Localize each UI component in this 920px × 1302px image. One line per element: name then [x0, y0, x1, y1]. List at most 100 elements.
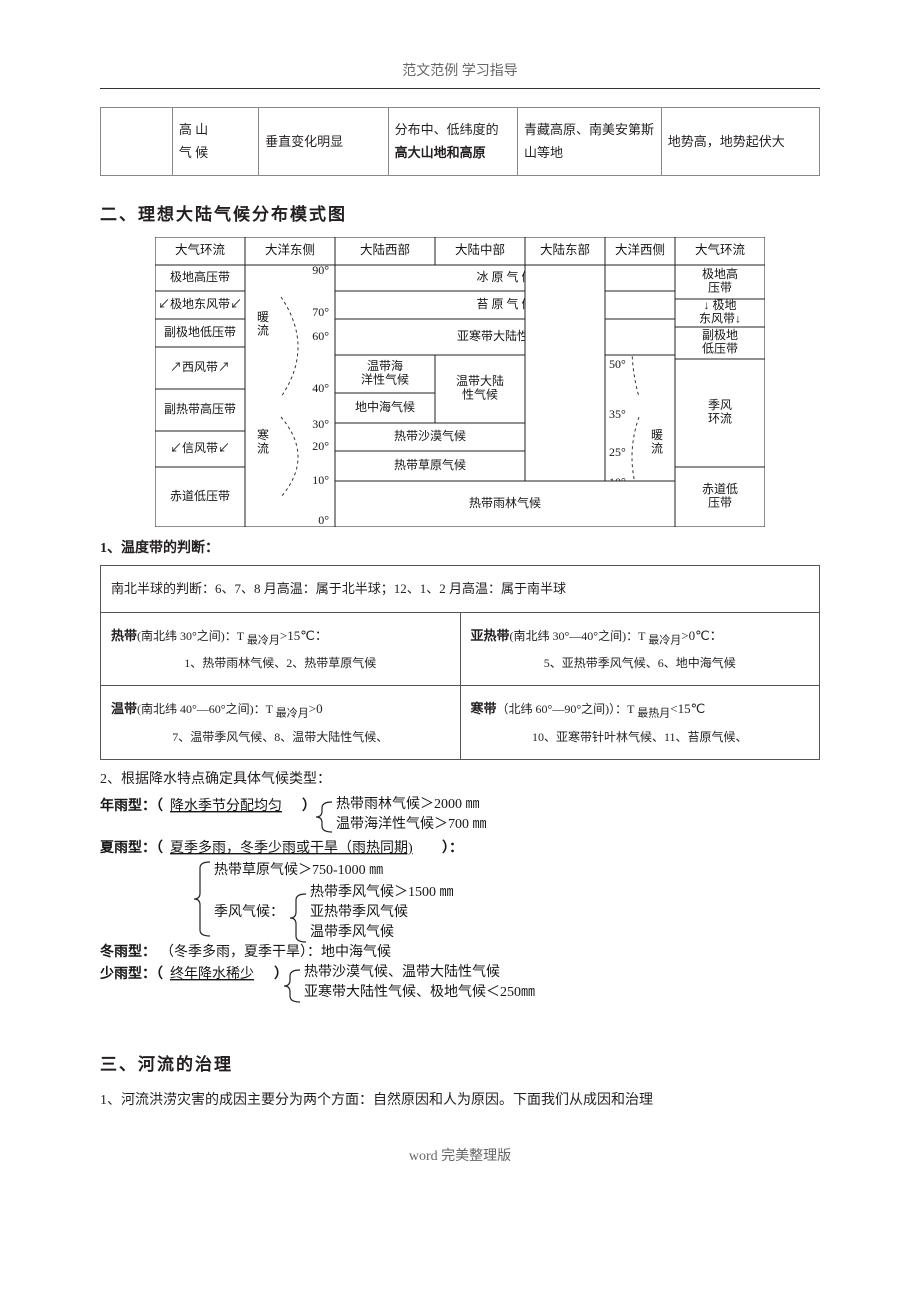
- svg-text:夏雨型：（: 夏雨型：（: [100, 839, 163, 856]
- svg-text:50°: 50°: [609, 357, 626, 371]
- hemisphere-row: 南北半球的判断：6、7、8 月高温：属于北半球；12、1、2 月高温：属于南半球: [101, 565, 820, 612]
- svg-text:副极地: 副极地: [702, 328, 738, 342]
- tropical-cell: 热带(南北纬 30°之间)：T 最冷月>15℃： 1、热带雨林气候、2、热带草原…: [101, 612, 461, 686]
- zone-cond: (南北纬 30°之间)：T: [137, 629, 247, 643]
- zone-cond: (南北纬 40°—60°之间)：T: [137, 702, 276, 716]
- svg-text:热带草原气候＞750-1000 ㎜: 热带草原气候＞750-1000 ㎜: [214, 862, 383, 878]
- svg-text:热带沙漠气候: 热带沙漠气候: [394, 428, 466, 443]
- zone-name: 热带: [111, 628, 137, 643]
- cell-blank: [101, 108, 173, 176]
- svg-text:暖: 暖: [257, 310, 269, 324]
- svg-text:降水季节分配均匀: 降水季节分配均匀: [170, 798, 282, 814]
- zone-name: 寒带: [471, 701, 497, 716]
- svg-text:30°: 30°: [312, 417, 329, 431]
- table-row: 南北半球的判断：6、7、8 月高温：属于北半球；12、1、2 月高温：属于南半球: [101, 565, 820, 612]
- svg-text:20°: 20°: [312, 439, 329, 453]
- svg-text:35°: 35°: [609, 407, 626, 421]
- zone-list: 10、亚寒带针叶林气候、11、苔原气候、: [471, 725, 810, 749]
- svg-text:）：: ）：: [442, 840, 463, 856]
- svg-text:流: 流: [651, 441, 663, 455]
- zone-sub: 最冷月: [276, 708, 309, 720]
- svg-text:温带季风气候: 温带季风气候: [310, 924, 394, 940]
- svg-text:大气环流: 大气环流: [175, 242, 226, 257]
- svg-text:大洋西侧: 大洋西侧: [615, 242, 665, 257]
- svg-text:亚热带季风气候: 亚热带季风气候: [310, 904, 408, 920]
- svg-text:副热带高压带: 副热带高压带: [164, 401, 236, 416]
- svg-text:温带海洋性气候＞700 ㎜: 温带海洋性气候＞700 ㎜: [336, 816, 487, 832]
- svg-text:↗西风带↗: ↗西风带↗: [170, 360, 230, 374]
- climate-table: 高 山 气 候 垂直变化明显 分布中、低纬度的高大山地和高原 青藏高原、南美安第…: [100, 107, 820, 176]
- svg-text:压带: 压带: [708, 280, 732, 294]
- svg-text:70°: 70°: [312, 305, 329, 319]
- section3-p1: 1、河流洪涝灾害的成因主要分为两个方面：自然原因和人为原因。下面我们从成因和治理: [100, 1087, 820, 1115]
- climate-diagram: 大气环流大洋东侧大陆西部大陆中部大陆东部大洋西侧大气环流极地高压带↙极地东风带↙…: [155, 237, 765, 527]
- svg-text:副极地低压带: 副极地低压带: [164, 325, 236, 339]
- table-row: 温带(南北纬 40°—60°之间)：T 最冷月>0 7、温带季风气候、8、温带大…: [101, 686, 820, 760]
- temperate-cell: 温带(南北纬 40°—60°之间)：T 最冷月>0 7、温带季风气候、8、温带大…: [101, 686, 461, 760]
- zone-cond: （北纬 60°—90°之间)）：T: [497, 702, 638, 716]
- svg-text:大陆东部: 大陆东部: [540, 242, 590, 257]
- svg-text:赤道低: 赤道低: [702, 482, 738, 496]
- svg-text:）: ）: [302, 798, 316, 814]
- svg-text:流: 流: [257, 323, 269, 337]
- cell-distribution: 分布中、低纬度的高大山地和高原: [388, 108, 517, 176]
- svg-text:低压带: 低压带: [702, 341, 738, 355]
- cell-examples: 青藏高原、南美安第斯山等地: [517, 108, 661, 176]
- svg-text:季风气候：: 季风气候：: [214, 904, 284, 920]
- svg-text:↙极地东风带↙: ↙极地东风带↙: [158, 297, 242, 311]
- svg-text:0°: 0°: [318, 513, 329, 527]
- svg-text:性气候: 性气候: [462, 386, 498, 401]
- temp-zones-table: 南北半球的判断：6、7、8 月高温：属于北半球；12、1、2 月高温：属于南半球…: [100, 565, 820, 760]
- zone-tail: >15℃：: [280, 628, 328, 643]
- zone-sub: 最冷月: [247, 634, 280, 646]
- zone-name: 温带: [111, 701, 137, 716]
- svg-text:亚寒带大陆性气候、极地气候＜250㎜: 亚寒带大陆性气候、极地气候＜250㎜: [304, 983, 535, 1000]
- svg-text:终年降水稀少: 终年降水稀少: [170, 966, 254, 982]
- svg-text:寒: 寒: [257, 427, 269, 442]
- subtropical-cell: 亚热带(南北纬 30°—40°之间)：T 最冷月>0℃： 5、亚热带季风气候、6…: [460, 612, 820, 686]
- svg-text:夏季多雨，冬季少雨或干旱（雨热同期): 夏季多雨，冬季少雨或干旱（雨热同期): [170, 839, 413, 856]
- section2-title: 二、理想大陆气候分布模式图: [100, 200, 820, 225]
- svg-text:）: ）: [274, 966, 288, 982]
- svg-text:25°: 25°: [609, 445, 626, 459]
- svg-text:极地高压带: 极地高压带: [170, 269, 230, 284]
- zone-sub: 最冷月: [648, 634, 681, 646]
- svg-text:↓ 极地: ↓ 极地: [703, 298, 736, 312]
- svg-text:热带季风气候＞1500 ㎜: 热带季风气候＞1500 ㎜: [310, 884, 454, 900]
- svg-text:热带草原气候: 热带草原气候: [394, 457, 466, 472]
- svg-text:大陆西部: 大陆西部: [360, 242, 410, 257]
- svg-text:压带: 压带: [708, 495, 732, 509]
- zone-tail: >0℃：: [681, 628, 722, 643]
- svg-text:热带雨林气候＞2000 ㎜: 热带雨林气候＞2000 ㎜: [336, 796, 480, 812]
- svg-text:极地高: 极地高: [702, 266, 738, 281]
- zone-tail: <15℃: [670, 701, 705, 716]
- table-row: 高 山 气 候 垂直变化明显 分布中、低纬度的高大山地和高原 青藏高原、南美安第…: [101, 108, 820, 176]
- zone-sub: 最热月: [637, 708, 670, 720]
- svg-text:季风: 季风: [708, 398, 732, 412]
- zone-tail: >0: [309, 701, 323, 716]
- precip-block: 年雨型：（降水季节分配均匀）热带雨林气候＞2000 ㎜温带海洋性气候＞700 ㎜…: [100, 796, 820, 1032]
- sub2-label: 2、根据降水特点确定具体气候类型：: [100, 768, 820, 788]
- zone-list: 5、亚热带季风气候、6、地中海气候: [471, 651, 810, 675]
- svg-text:90°: 90°: [312, 263, 329, 277]
- cell-text: 高 山 气 候: [179, 122, 208, 160]
- page-footer: word 完美整理版: [100, 1145, 820, 1165]
- svg-text:60°: 60°: [312, 329, 329, 343]
- svg-text:流: 流: [257, 441, 269, 455]
- zone-name: 亚热带: [471, 628, 510, 643]
- svg-text:↙信风带↙: ↙信风带↙: [170, 441, 230, 455]
- cell-name: 高 山 气 候: [172, 108, 258, 176]
- svg-text:冬雨型：: 冬雨型：: [100, 943, 156, 960]
- svg-text:大洋东侧: 大洋东侧: [265, 242, 315, 257]
- cell-feature: 垂直变化明显: [259, 108, 388, 176]
- svg-text:热带雨林气候: 热带雨林气候: [469, 495, 541, 510]
- sub1-text: 1、温度带的判断：: [100, 541, 219, 556]
- zone-list: 1、热带雨林气候、2、热带草原气候: [111, 651, 450, 675]
- cell-cause: 地势高，地势起伏大: [661, 108, 819, 176]
- svg-text:40°: 40°: [312, 381, 329, 395]
- svg-text:大陆中部: 大陆中部: [455, 242, 505, 257]
- page-header: 范文范例 学习指导: [100, 60, 820, 89]
- svg-text:温带大陆: 温带大陆: [456, 373, 504, 388]
- bold-text: 高大山地和高原: [395, 145, 486, 160]
- svg-text:（冬季多雨，夏季干旱）：地中海气候: （冬季多雨，夏季干旱）：地中海气候: [160, 943, 391, 960]
